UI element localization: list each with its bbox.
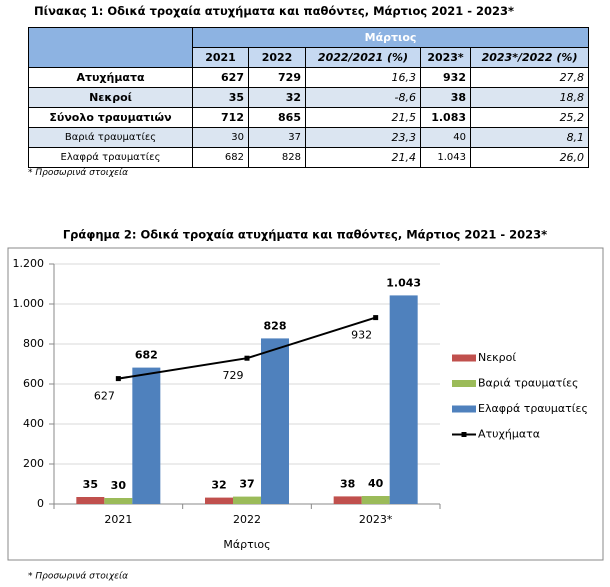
- data-label: 40: [368, 477, 384, 490]
- line-marker: [115, 376, 121, 382]
- cell: 40: [420, 127, 471, 148]
- y-tick-label: 0: [37, 497, 44, 510]
- table-title: Πίνακας 1: Οδικά τροχαία ατυχήματα και π…: [34, 4, 515, 18]
- legend-label: Νεκροί: [478, 351, 516, 364]
- table-row: Νεκροί 35 32 -8,6 38 18,8: [28, 87, 590, 108]
- bar: [205, 497, 233, 504]
- bar: [333, 496, 362, 504]
- bar: [389, 295, 418, 504]
- data-label: 828: [264, 319, 287, 332]
- row-label: Σύνολο τραυματιών: [28, 107, 193, 128]
- cell: 729: [248, 67, 306, 88]
- table-row: Ατυχήματα 627 729 16,3 932 27,8: [28, 67, 590, 88]
- legend-swatch: [452, 380, 476, 387]
- line-marker: [244, 355, 250, 361]
- cell: 18,8: [469, 87, 590, 108]
- chart-title: Γράφημα 2: Οδικά τροχαία ατυχήματα και π…: [63, 228, 547, 242]
- data-label: 38: [340, 477, 355, 490]
- cell: 932: [420, 67, 471, 88]
- table: Μάρτιος 2021 2022 2022/2021 (%) 2023* 2023*/2…: [28, 27, 590, 168]
- y-tick-label: 200: [23, 457, 44, 470]
- x-tick-label: 2021: [104, 513, 132, 526]
- cell: 32: [248, 87, 306, 108]
- cell: 1.043: [420, 147, 471, 168]
- column-header: 2023*/2022 (%): [469, 47, 590, 68]
- data-label: 627: [94, 390, 115, 403]
- cell: 8,1: [469, 127, 590, 148]
- data-label: 682: [135, 349, 158, 362]
- data-label: 30: [111, 479, 127, 492]
- data-label: 35: [83, 478, 98, 491]
- table-row: Ελαφρά τραυματίες 682 828 21,4 1.043 26,0: [28, 147, 590, 168]
- data-label: 1.043: [386, 276, 421, 289]
- chart-frame: [7, 247, 604, 561]
- bar: [132, 367, 161, 504]
- legend-swatch: [461, 432, 467, 437]
- x-tick-label: 2023*: [359, 513, 393, 526]
- row-label: Νεκροί: [28, 87, 193, 108]
- data-label: 32: [211, 479, 226, 492]
- legend-label: Ατυχήματα: [478, 428, 540, 441]
- data-label: 37: [239, 478, 254, 491]
- legend-label: Βαριά τραυματίες: [478, 377, 578, 390]
- bar: [104, 498, 133, 504]
- header-row: Μάρτιος: [28, 27, 590, 68]
- x-tick-label: 2022: [233, 513, 261, 526]
- y-tick-label: 1.000: [13, 297, 45, 310]
- column-header: 2023*: [420, 47, 471, 68]
- bar: [233, 496, 261, 504]
- data-label: 729: [223, 369, 244, 382]
- bar: [361, 496, 390, 504]
- line-marker: [373, 315, 379, 321]
- y-tick-label: 400: [23, 417, 44, 430]
- cell: 37: [248, 127, 306, 148]
- y-tick-label: 1.200: [13, 257, 45, 270]
- y-tick-label: 800: [23, 337, 44, 350]
- group-header: Μάρτιος: [191, 27, 590, 48]
- x-axis-label: Μάρτιος: [223, 538, 270, 551]
- legend-swatch: [452, 354, 476, 362]
- header-row: 2021 2022 2022/2021 (%) 2023* 2023*/2022 (%): [29, 47, 590, 68]
- chart-note: * Προσωρινά στοιχεία: [28, 572, 128, 582]
- cell: -8,6: [305, 87, 421, 108]
- y-tick-label: 600: [23, 377, 44, 390]
- cell: 26,0: [469, 147, 590, 168]
- column-header: 2022: [248, 47, 306, 68]
- table-note: * Προσωρινά στοιχεία: [28, 168, 129, 178]
- bar: [76, 497, 105, 504]
- bar: [261, 338, 289, 504]
- legend-label: Ελαφρά τραυματίες: [478, 402, 588, 415]
- data-label: 932: [351, 329, 372, 342]
- legend-swatch: [452, 405, 476, 413]
